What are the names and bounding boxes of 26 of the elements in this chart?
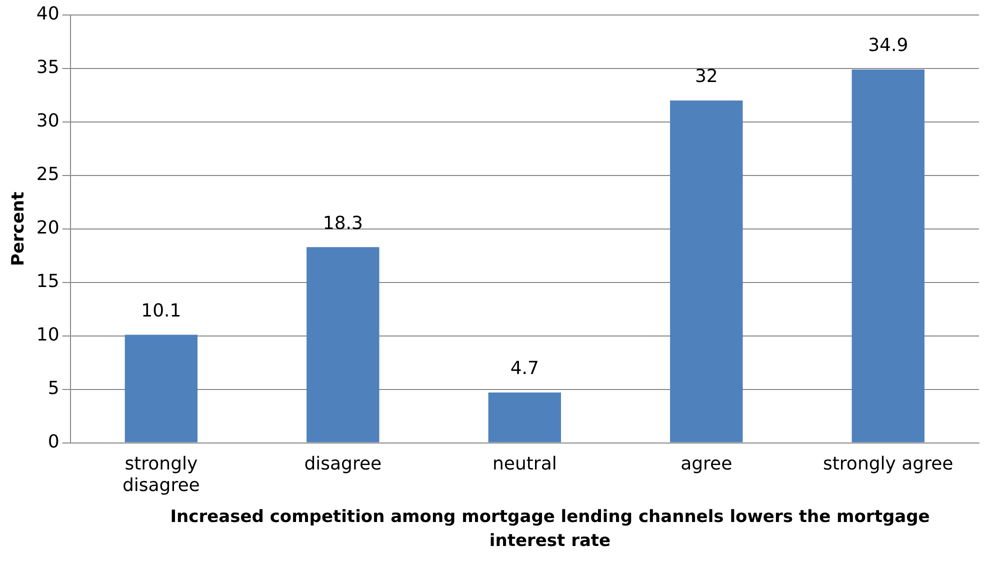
x-tick-label: agree xyxy=(680,453,732,474)
x-tick-label: disagree xyxy=(304,453,382,474)
bar xyxy=(306,247,380,442)
data-label: 4.7 xyxy=(510,358,539,380)
y-tick-label: 10 xyxy=(36,324,60,346)
data-label: 32 xyxy=(694,66,718,88)
data-label: 18.3 xyxy=(322,212,363,234)
y-tick-label: 5 xyxy=(48,378,60,399)
y-axis-title: Percent xyxy=(8,192,29,266)
y-tick-label: 25 xyxy=(36,164,60,186)
y-tick-label: 35 xyxy=(36,57,60,78)
x-tick-label: strongly disagree xyxy=(122,453,200,496)
y-tick-label: 20 xyxy=(36,218,60,239)
x-tick-label: strongly agree xyxy=(822,453,954,474)
y-tick-label: 0 xyxy=(48,431,60,452)
bar xyxy=(852,70,924,442)
y-tick-label: 15 xyxy=(36,271,60,292)
x-tick-label: neutral xyxy=(492,453,557,474)
x-axis-title: Increased competition among mortgage lending channels lowers the mortgage interest rate xyxy=(169,506,931,553)
bar xyxy=(488,392,561,442)
data-label: 10.1 xyxy=(141,300,182,322)
data-label: 34.9 xyxy=(868,35,908,56)
y-tick-label: 40 xyxy=(36,4,60,25)
bar xyxy=(124,334,198,442)
bar xyxy=(670,100,743,442)
y-tick-label: 30 xyxy=(36,110,60,132)
